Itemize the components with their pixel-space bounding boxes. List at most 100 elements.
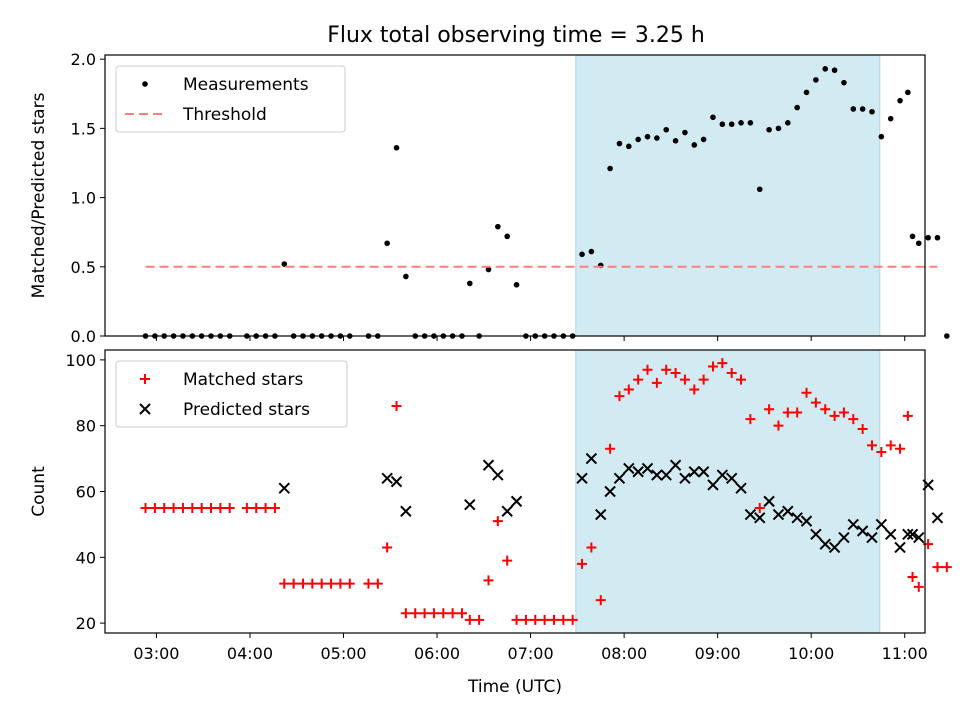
measurement-point	[616, 140, 623, 147]
matched-point	[326, 578, 337, 589]
predicted-point	[772, 508, 785, 521]
matched-point	[307, 578, 318, 589]
matched-point	[717, 358, 728, 369]
bottom-ytick-label: 40	[76, 548, 96, 567]
matched-point	[689, 384, 700, 395]
matched-point	[595, 595, 606, 606]
measurement-point	[281, 261, 288, 267]
matched-point	[382, 542, 393, 553]
predicted-point	[482, 459, 495, 471]
matched-point	[335, 578, 346, 589]
matched-point	[820, 404, 831, 415]
measurement-point	[513, 281, 520, 288]
measurement-point	[747, 120, 754, 126]
matched-point	[745, 414, 756, 425]
measurement-point	[934, 234, 941, 241]
matched-point	[623, 384, 634, 395]
measurement-point	[850, 106, 857, 112]
xtick-label: 10:00	[788, 644, 834, 663]
matched-point	[447, 608, 458, 619]
matched-point	[866, 440, 877, 451]
measurement-point	[495, 223, 501, 230]
measurement-point	[738, 120, 744, 126]
predicted-point	[894, 541, 906, 554]
measurement-point	[700, 136, 707, 143]
matched-point	[520, 614, 531, 625]
matched-point	[187, 502, 198, 513]
predicted-point	[763, 495, 775, 508]
matched-point	[502, 555, 513, 566]
legend-label: Measurements	[183, 75, 309, 95]
predicted-point	[576, 472, 588, 485]
measurement-point	[756, 186, 763, 193]
bottom-ytick-label: 100	[65, 351, 96, 370]
matched-point	[567, 614, 578, 625]
matched-point	[661, 364, 672, 375]
predicted-point	[604, 485, 616, 498]
matched-point	[344, 578, 355, 589]
matched-point	[511, 614, 522, 625]
measurement-point	[384, 240, 390, 247]
matched-point	[224, 502, 235, 513]
measurement-point	[485, 266, 492, 273]
matched-point	[316, 578, 327, 589]
top-ytick-label: 2.0	[71, 50, 96, 69]
matched-point	[400, 608, 411, 619]
predicted-point	[744, 508, 757, 521]
predicted-point	[585, 452, 598, 465]
matched-point	[410, 608, 421, 619]
matched-point	[670, 368, 681, 379]
measurement-point	[719, 121, 726, 128]
measurement-point	[393, 144, 400, 151]
matched-point	[140, 502, 151, 513]
predicted-point	[847, 518, 859, 531]
predicted-point	[492, 469, 504, 481]
measurement-point	[403, 273, 409, 280]
measurement-point	[831, 67, 838, 74]
xtick-label: 09:00	[695, 644, 741, 663]
bottom-series-2	[278, 452, 944, 554]
legend-label: Threshold	[182, 105, 267, 125]
matched-point	[419, 608, 430, 619]
matched-point	[483, 575, 494, 586]
matched-point	[241, 502, 252, 513]
predicted-point	[884, 528, 897, 540]
matched-point	[577, 558, 588, 569]
predicted-point	[632, 466, 644, 478]
top-series-1	[142, 66, 950, 339]
predicted-point	[641, 462, 654, 475]
xtick-label: 11:00	[882, 644, 928, 663]
predicted-point	[735, 482, 747, 494]
measurement-point	[803, 89, 810, 96]
bottom-shaded-interval	[575, 349, 881, 634]
matched-point	[848, 414, 859, 425]
predicted-point	[595, 508, 607, 521]
predicted-point	[791, 512, 803, 524]
matched-point	[932, 562, 943, 573]
top-ytick-label: 1.5	[71, 119, 96, 138]
matched-point	[539, 614, 550, 625]
measurement-point	[635, 136, 641, 143]
chart-title: Flux total observing time = 3.25 h	[327, 23, 705, 48]
matched-point	[876, 447, 887, 458]
matched-point	[679, 374, 690, 385]
matched-point	[838, 407, 849, 418]
top-ytick-label: 0.0	[71, 327, 96, 346]
matched-point	[782, 407, 793, 418]
measurement-point	[691, 142, 698, 148]
matched-point	[215, 502, 226, 513]
top-axes-frame	[104, 54, 926, 337]
legend-label: Matched stars	[183, 370, 303, 390]
matched-point	[829, 410, 840, 421]
predicted-point	[828, 541, 841, 554]
matched-point	[363, 578, 374, 589]
bottom-axes-frame	[104, 349, 926, 634]
matched-point	[297, 578, 308, 589]
matched-point	[177, 502, 188, 513]
matched-point	[260, 502, 271, 513]
matched-point	[391, 400, 402, 411]
xtick-label: 06:00	[414, 644, 460, 663]
predicted-point	[697, 466, 710, 478]
matched-point	[907, 572, 918, 583]
